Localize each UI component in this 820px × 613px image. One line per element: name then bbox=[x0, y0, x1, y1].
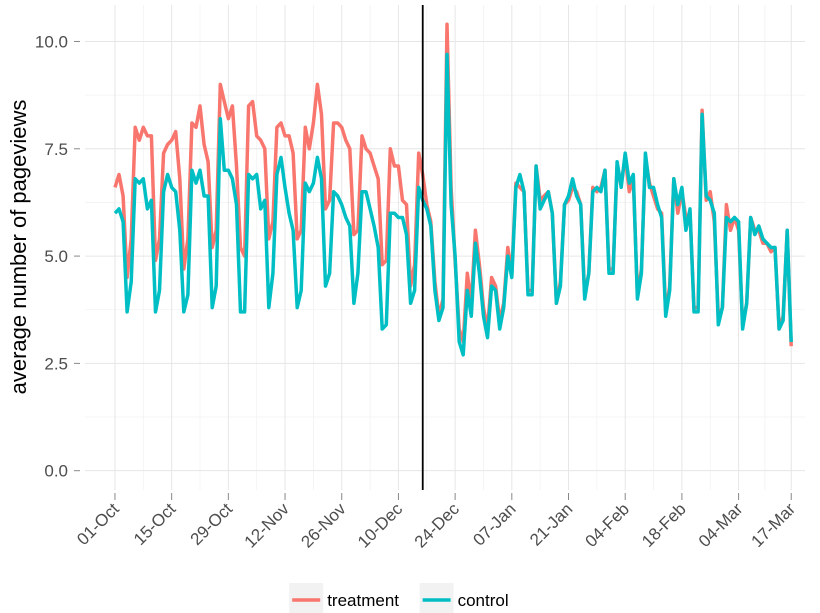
grid bbox=[85, 5, 805, 490]
x-tick-label: 12-Nov bbox=[241, 499, 294, 552]
legend-label: control bbox=[458, 591, 509, 610]
x-tick-label: 17-Mar bbox=[748, 499, 800, 551]
legend-key bbox=[419, 583, 454, 613]
x-tick-label: 21-Jan bbox=[526, 499, 576, 549]
y-axis-title: average number of pageviews bbox=[6, 100, 31, 395]
x-tick-label: 07-Jan bbox=[469, 499, 519, 549]
plot-area bbox=[113, 5, 793, 490]
y-tick-label: 7.5 bbox=[44, 140, 68, 159]
x-tick-label: 04-Mar bbox=[695, 499, 747, 551]
x-tick-label: 10-Dec bbox=[354, 499, 407, 552]
y-tick-label: 10.0 bbox=[35, 32, 68, 51]
x-tick-label: 01-Oct bbox=[73, 499, 123, 549]
x-tick-label: 24-Dec bbox=[411, 499, 464, 552]
x-tick-label: 18-Feb bbox=[638, 499, 690, 551]
x-tick-label: 04-Feb bbox=[582, 499, 634, 551]
x-tick-label: 29-Oct bbox=[187, 499, 237, 549]
legend-label: treatment bbox=[327, 591, 399, 610]
legend-key bbox=[289, 583, 324, 613]
y-tick-label: 5.0 bbox=[44, 247, 68, 266]
y-tick-label: 2.5 bbox=[44, 354, 68, 373]
y-tick-label: 0.0 bbox=[44, 462, 68, 481]
x-tick-label: 15-Oct bbox=[130, 499, 180, 549]
series-line bbox=[113, 52, 793, 357]
x-tick-label: 26-Nov bbox=[297, 499, 350, 552]
series-line bbox=[113, 22, 793, 347]
